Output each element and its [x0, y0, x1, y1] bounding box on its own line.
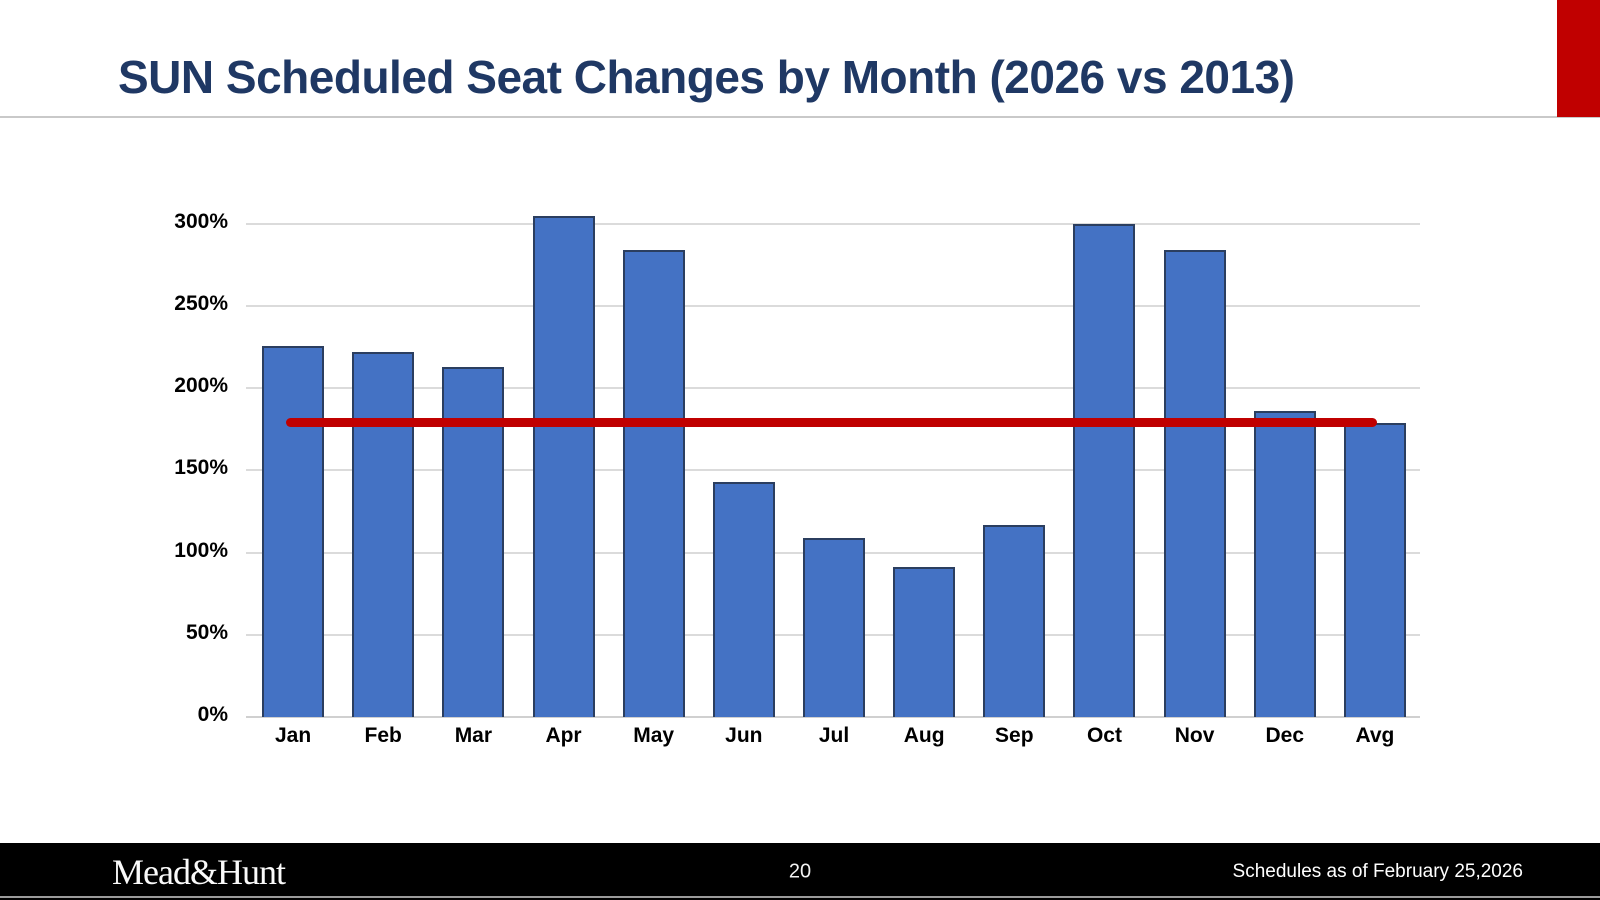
- x-axis-label-apr: Apr: [545, 724, 582, 747]
- gridline-200: [246, 387, 1420, 390]
- x-axis-label-oct: Oct: [1086, 724, 1122, 747]
- y-axis-tick-label: 50%: [185, 620, 228, 644]
- bar-aug: [893, 567, 956, 717]
- x-axis-label-avg: Avg: [1355, 724, 1395, 747]
- bar-feb: [352, 352, 415, 717]
- bar-dec: [1253, 411, 1316, 717]
- y-axis-tick-label: 100%: [174, 538, 228, 562]
- slide-title: SUN Scheduled Seat Changes by Month (202…: [118, 51, 1295, 103]
- bar-jul: [803, 537, 865, 717]
- x-axis-label-feb: Feb: [364, 724, 402, 747]
- gridline-300: [246, 222, 1420, 225]
- page-number: 20: [788, 860, 812, 882]
- bar-may: [622, 250, 685, 717]
- x-axis-label-mar: Mar: [454, 724, 493, 747]
- footer-bar: Mead&Hunt 20 Schedules as of February 25…: [0, 843, 1600, 900]
- x-axis-label-jun: Jun: [725, 724, 763, 747]
- x-axis-label-dec: Dec: [1265, 724, 1305, 747]
- x-axis-label-jul: Jul: [818, 724, 850, 747]
- bar-oct: [1073, 223, 1136, 717]
- bar-sep: [983, 524, 1046, 717]
- x-axis-label-jan: Jan: [274, 724, 312, 747]
- y-axis-tick-label: 150%: [174, 456, 228, 480]
- bar-avg: [1343, 422, 1406, 717]
- x-axis-label-aug: Aug: [903, 724, 945, 747]
- red-accent-block: [1557, 0, 1600, 117]
- y-axis-tick-label: 300%: [174, 209, 228, 233]
- y-axis-tick-label: 200%: [174, 374, 228, 398]
- bar-jun: [712, 481, 775, 717]
- gridline-250: [246, 305, 1420, 308]
- y-axis-tick-label: 250%: [174, 292, 228, 316]
- x-axis-line: [246, 716, 1420, 718]
- gridline-150: [246, 469, 1420, 472]
- mead-hunt-logo: Mead&Hunt: [112, 851, 286, 892]
- x-axis-label-nov: Nov: [1174, 724, 1215, 747]
- bar-nov: [1163, 250, 1226, 717]
- x-axis-label-may: May: [633, 724, 675, 747]
- title-divider-rule: [0, 116, 1600, 118]
- bar-apr: [532, 215, 595, 717]
- x-axis-label-sep: Sep: [995, 724, 1034, 747]
- footer-note: Schedules as of February 25,2026: [1232, 860, 1523, 882]
- average-reference-line: [286, 418, 1377, 428]
- y-axis-tick-label: 0%: [197, 703, 228, 726]
- footer-edge-line: [0, 896, 1600, 898]
- bar-jan: [262, 345, 325, 717]
